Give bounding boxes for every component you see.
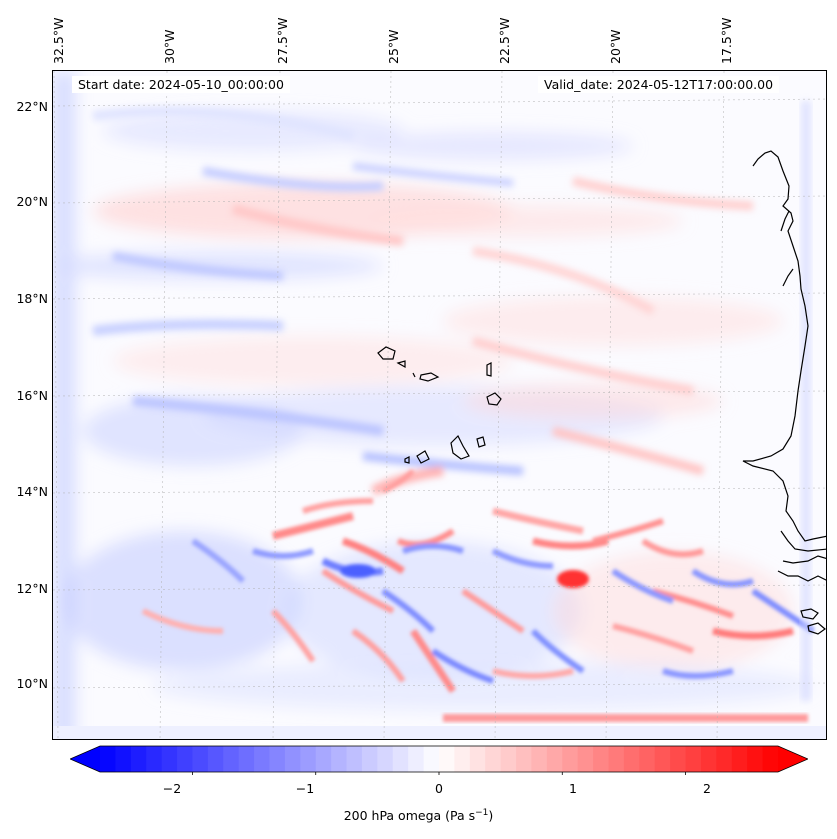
colorbar-segment bbox=[377, 746, 394, 772]
colorbar-segment bbox=[608, 746, 625, 772]
colorbar bbox=[70, 745, 808, 775]
longitude-label-30w: 30°W bbox=[162, 29, 177, 64]
colorbar-segment bbox=[361, 746, 378, 772]
colorbar-segment bbox=[315, 746, 332, 772]
latitude-label-18n: 18°N bbox=[16, 291, 48, 306]
colorbar-tick-0: 0 bbox=[435, 781, 443, 796]
colorbar-segment bbox=[408, 746, 425, 772]
colorbar-segment bbox=[654, 746, 671, 772]
longitude-label-20w: 20°W bbox=[608, 29, 623, 64]
longitude-label-17-5w: 17.5°W bbox=[719, 17, 734, 64]
colorbar-segment bbox=[423, 746, 440, 772]
colorbar-segment bbox=[284, 746, 301, 772]
colorbar-segment bbox=[593, 746, 609, 772]
colorbar-tick-neg2: −2 bbox=[162, 781, 182, 796]
colorbar-segment bbox=[146, 746, 163, 772]
colorbar-segment bbox=[716, 746, 733, 772]
colorbar-segment bbox=[331, 746, 348, 772]
colorbar-segment bbox=[223, 746, 240, 772]
colorbar-segment bbox=[731, 746, 748, 772]
colorbar-max-extend-arrow bbox=[778, 746, 808, 772]
latitude-label-10n: 10°N bbox=[16, 676, 48, 691]
longitude-label-25w: 25°W bbox=[386, 29, 401, 64]
latitude-label-20n: 20°N bbox=[16, 194, 48, 209]
colorbar-segment bbox=[577, 746, 594, 772]
latitude-label-14n: 14°N bbox=[16, 484, 48, 499]
colorbar-segment bbox=[485, 746, 502, 772]
colorbar-segment bbox=[747, 746, 764, 772]
colorbar-segment bbox=[562, 746, 579, 772]
senegal-river-coast bbox=[780, 530, 826, 552]
colorbar-label: 200 hPa omega (Pa s−1) bbox=[343, 808, 494, 824]
omega-background-field bbox=[53, 71, 813, 739]
colorbar-segment bbox=[130, 746, 147, 772]
colorbar-segment bbox=[346, 746, 363, 772]
guinea-bissau-coast bbox=[777, 570, 826, 582]
colorbar-min-extend-arrow bbox=[70, 746, 100, 772]
colorbar-segment bbox=[238, 746, 255, 772]
longitude-label-22-5w: 22.5°W bbox=[497, 17, 512, 64]
colorbar-segment bbox=[300, 746, 317, 772]
graticule bbox=[53, 71, 826, 739]
colorbar-segment bbox=[177, 746, 193, 772]
valid-date-box: Valid_date: 2024-05-12T17:00:00.00 bbox=[538, 76, 780, 93]
cape-verde-islands bbox=[377, 346, 502, 464]
colorbar-segment bbox=[546, 746, 563, 772]
colorbar-segment bbox=[469, 746, 486, 772]
gambia-coast bbox=[782, 555, 826, 564]
colorbar-segment bbox=[100, 746, 116, 772]
colorbar-outline bbox=[70, 745, 808, 773]
colorbar-segment bbox=[670, 746, 687, 772]
colorbar-segment bbox=[685, 746, 702, 772]
omega-streaks bbox=[92, 106, 754, 496]
coastlines bbox=[742, 150, 826, 635]
colorbar-segment bbox=[762, 746, 779, 772]
colorbar-segment bbox=[115, 746, 132, 772]
colorbar-segment bbox=[516, 746, 532, 772]
colorbar-segment bbox=[700, 746, 717, 772]
colorbar-segment bbox=[161, 746, 178, 772]
colorbar-segment bbox=[392, 746, 409, 772]
latitude-label-12n: 12°N bbox=[16, 581, 48, 596]
colorbar-segment bbox=[500, 746, 517, 772]
colorbar-segment bbox=[207, 746, 224, 772]
colorbar-segment bbox=[454, 746, 471, 772]
latitude-label-22n: 22°N bbox=[16, 99, 48, 114]
boundary-bands bbox=[53, 101, 826, 739]
omega-field-map bbox=[53, 71, 826, 739]
colorbar-segment bbox=[531, 746, 548, 772]
colorbar-segment bbox=[254, 746, 270, 772]
longitude-label-27-5w: 27.5°W bbox=[275, 17, 290, 64]
colorbar-segment bbox=[623, 746, 640, 772]
latitude-label-16n: 16°N bbox=[16, 388, 48, 403]
longitude-label-32-5w: 32.5°W bbox=[51, 17, 66, 64]
colorbar-tick-neg1: −1 bbox=[295, 781, 315, 796]
colorbar-segment bbox=[269, 746, 286, 772]
colorbar-segment bbox=[192, 746, 209, 772]
colorbar-tick-1: 1 bbox=[569, 781, 577, 796]
colorbar-tick-2: 2 bbox=[703, 781, 711, 796]
map-panel[interactable] bbox=[52, 70, 827, 740]
colorbar-segment bbox=[639, 746, 656, 772]
africa-coastline bbox=[742, 150, 826, 542]
start-date-box: Start date: 2024-05-10_00:00:00 bbox=[72, 76, 290, 93]
colorbar-segment bbox=[439, 746, 455, 772]
